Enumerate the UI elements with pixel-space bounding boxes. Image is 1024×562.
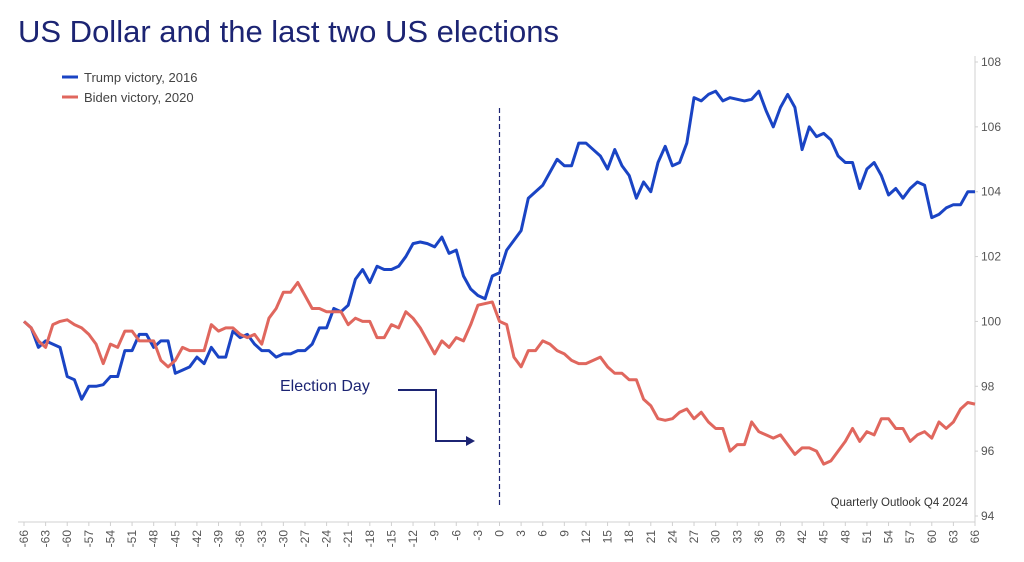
line-series: [22, 89, 975, 401]
x-tick-label: -18: [363, 530, 377, 548]
x-tick-label: 57: [903, 530, 917, 544]
x-tick-label: 63: [946, 530, 960, 544]
legend-label: Biden victory, 2020: [84, 90, 194, 105]
x-tick-label: -51: [125, 530, 139, 548]
x-tick-label: -3: [471, 530, 485, 541]
y-tick-label: 108: [981, 55, 1001, 69]
x-tick-label: 30: [709, 530, 723, 544]
x-tick-label: 66: [968, 530, 982, 544]
x-tick-label: 9: [557, 530, 571, 537]
x-tick-label: -9: [428, 530, 442, 541]
x-tick-label: 6: [536, 530, 550, 537]
y-tick-label: 96: [981, 444, 995, 458]
chart-title: US Dollar and the last two US elections: [18, 14, 559, 49]
x-tick-label: -21: [341, 530, 355, 548]
x-tick-label: -57: [82, 530, 96, 548]
x-tick-label: -66: [17, 530, 31, 548]
y-tick-label: 94: [981, 509, 995, 523]
y-tick-label: 100: [981, 314, 1001, 328]
y-tick-label: 102: [981, 250, 1001, 264]
x-tick-label: -6: [449, 530, 463, 541]
x-tick-label: 36: [752, 530, 766, 544]
y-tick-label: 98: [981, 379, 995, 393]
x-tick-label: -39: [212, 530, 226, 548]
x-tick-label: 33: [730, 530, 744, 544]
x-tick-label: -42: [190, 530, 204, 548]
x-tick-label: -15: [384, 530, 398, 548]
x-tick-label: 54: [882, 530, 896, 544]
x-tick-label: -24: [320, 530, 334, 548]
x-tick-label: 24: [665, 530, 679, 544]
annotation: Election Day: [280, 378, 370, 395]
x-tick-label: 27: [687, 530, 701, 544]
x-tick-label: -27: [298, 530, 312, 548]
x-tick-label: -12: [406, 530, 420, 548]
x-tick-label: 45: [817, 530, 831, 544]
legend-label: Trump victory, 2016: [84, 70, 197, 85]
annotation-arrow: [398, 389, 470, 442]
x-tick-label: 51: [860, 530, 874, 544]
x-tick-label: -33: [255, 530, 269, 548]
x-tick-label: -36: [233, 530, 247, 548]
x-tick-label: 18: [622, 530, 636, 544]
x-tick-label: -60: [60, 530, 74, 548]
x-tick-label: 21: [644, 530, 658, 544]
x-tick-label: 39: [773, 530, 787, 544]
y-tick-label: 106: [981, 120, 1001, 134]
x-tick-label: 12: [579, 530, 593, 544]
x-tick-label: 0: [493, 530, 507, 537]
y-tick-label: 104: [981, 185, 1001, 199]
x-tick-label: -48: [147, 530, 161, 548]
x-tick-label: 15: [601, 530, 615, 544]
x-tick-label: -54: [103, 530, 117, 548]
x-tick-label: -63: [39, 530, 53, 548]
x-tick-label: -45: [168, 530, 182, 548]
x-tick-label: 3: [514, 530, 528, 537]
x-tick-label: 48: [838, 530, 852, 544]
source-note: Quarterly Outlook Q4 2024: [831, 497, 969, 509]
x-tick-label: 60: [925, 530, 939, 544]
line-series: [22, 281, 976, 466]
x-tick-label: 42: [795, 530, 809, 544]
x-tick-label: -30: [276, 530, 290, 548]
arrow-head: [466, 436, 475, 446]
